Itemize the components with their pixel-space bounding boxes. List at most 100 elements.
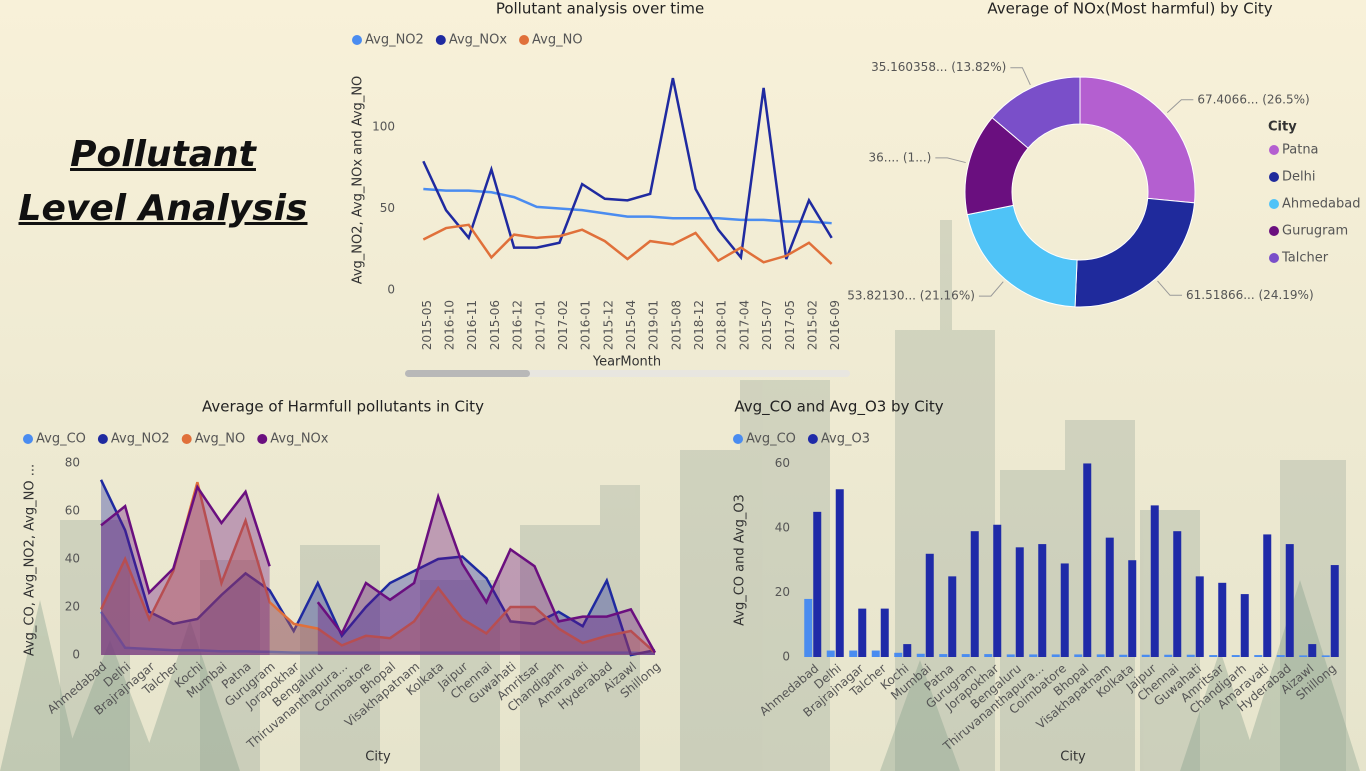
legend-marker — [733, 434, 743, 444]
x-axis-title: City — [365, 750, 391, 765]
legend-label: Avg_NOx — [449, 33, 508, 48]
bar — [858, 608, 867, 657]
bar — [1128, 560, 1137, 657]
x-tick-label: 2015-02 — [805, 300, 819, 350]
leader-line — [935, 157, 966, 164]
legend-label: Avg_O3 — [821, 432, 870, 447]
legend-label: Avg_NO — [195, 432, 246, 447]
leader-line — [1166, 99, 1194, 113]
leader-line — [1157, 280, 1182, 296]
area — [101, 487, 655, 655]
leader-line — [978, 281, 1004, 297]
page-title: Pollutant Level Analysis — [0, 128, 326, 236]
legend-marker — [1269, 172, 1279, 182]
pie-slice — [1079, 76, 1196, 204]
bar — [880, 608, 889, 657]
legend-marker — [181, 434, 192, 444]
bar — [1150, 505, 1159, 657]
x-tick-label: 2017-02 — [556, 300, 570, 350]
bar — [1308, 644, 1317, 657]
bar — [993, 524, 1002, 657]
y-tick-label: 60 — [65, 504, 80, 518]
y-axis-title: Avg_CO, Avg_NO2, Avg_NO ... — [23, 464, 38, 656]
bar — [1119, 654, 1128, 657]
x-tick-label: 2016-12 — [511, 300, 525, 350]
y-tick-label: 60 — [775, 456, 790, 470]
legend-label: Avg_NO2 — [365, 33, 424, 48]
legend-label: Gurugram — [1282, 224, 1348, 239]
x-tick-label: 2015-06 — [488, 300, 502, 350]
data-label: 53.82130... (21.16%) — [847, 289, 975, 303]
area — [101, 611, 655, 655]
legend-label: Avg_NO — [532, 33, 583, 48]
leader-line — [1010, 67, 1031, 86]
bar — [984, 654, 993, 657]
bar — [1299, 655, 1308, 657]
bar — [835, 489, 844, 657]
bar — [1038, 544, 1047, 657]
bar — [970, 531, 979, 657]
x-axis-title: YearMonth — [592, 355, 661, 370]
trees — [0, 580, 1360, 771]
legend-marker — [435, 35, 446, 45]
x-tick-label: 2015-07 — [760, 300, 774, 350]
bar — [1074, 654, 1083, 657]
legend-label: Avg_NO2 — [111, 432, 170, 447]
bar — [948, 576, 957, 657]
legend-title: City — [1268, 120, 1297, 135]
line — [100, 611, 656, 656]
bar — [1083, 463, 1092, 657]
y-tick-label: 100 — [372, 120, 395, 134]
legend-marker — [807, 434, 818, 444]
bar — [849, 650, 858, 657]
legend-label: Talcher — [1281, 251, 1329, 266]
legend-marker — [1269, 145, 1279, 155]
legend-label: Avg_NOx — [270, 432, 329, 447]
bar — [894, 652, 903, 657]
skyline — [60, 220, 1346, 771]
bar — [1254, 655, 1263, 657]
line — [423, 187, 832, 225]
bar — [813, 511, 822, 657]
bar — [961, 654, 970, 657]
x-tick-label: 2015-05 — [420, 300, 434, 350]
line — [100, 484, 657, 654]
x-tick-label: 2017-01 — [533, 300, 547, 350]
x-tick-label: 2016-11 — [465, 300, 479, 350]
legend-label: Patna — [1282, 143, 1319, 158]
bar — [1321, 655, 1330, 657]
legend-marker — [1269, 199, 1279, 209]
x-tick-label: 2015-04 — [624, 300, 638, 350]
bar — [1240, 594, 1249, 657]
legend-label: Ahmedabad — [1282, 197, 1360, 212]
x-axis-title: City — [1060, 750, 1086, 765]
legend-label: Avg_CO — [36, 432, 86, 447]
chart-title: Pollutant analysis over time — [496, 0, 704, 18]
bar — [1209, 655, 1218, 657]
bar — [1231, 655, 1240, 657]
bar — [1006, 654, 1015, 657]
legend-marker — [519, 35, 530, 45]
bar — [804, 598, 813, 657]
y-tick-label: 0 — [72, 648, 80, 662]
bar — [1186, 654, 1195, 657]
legend-marker — [352, 35, 362, 45]
bar — [1276, 655, 1285, 657]
bar — [939, 654, 948, 657]
bar — [1263, 534, 1272, 657]
line — [422, 223, 833, 265]
scrollbar-thumb[interactable] — [405, 370, 530, 377]
page-title-line: Pollutant — [70, 134, 256, 175]
bar — [1029, 654, 1038, 657]
x-tick-label: 2015-08 — [669, 300, 683, 350]
x-tick-label: 2019-01 — [647, 300, 661, 350]
x-tick-label: 2018-01 — [715, 300, 729, 350]
y-tick-label: 20 — [775, 585, 790, 599]
x-tick-label: 2015-12 — [601, 300, 615, 350]
line — [422, 77, 833, 261]
bar — [916, 653, 925, 657]
bar — [1060, 563, 1069, 657]
y-tick-label: 0 — [782, 650, 790, 664]
bar — [1285, 544, 1294, 657]
